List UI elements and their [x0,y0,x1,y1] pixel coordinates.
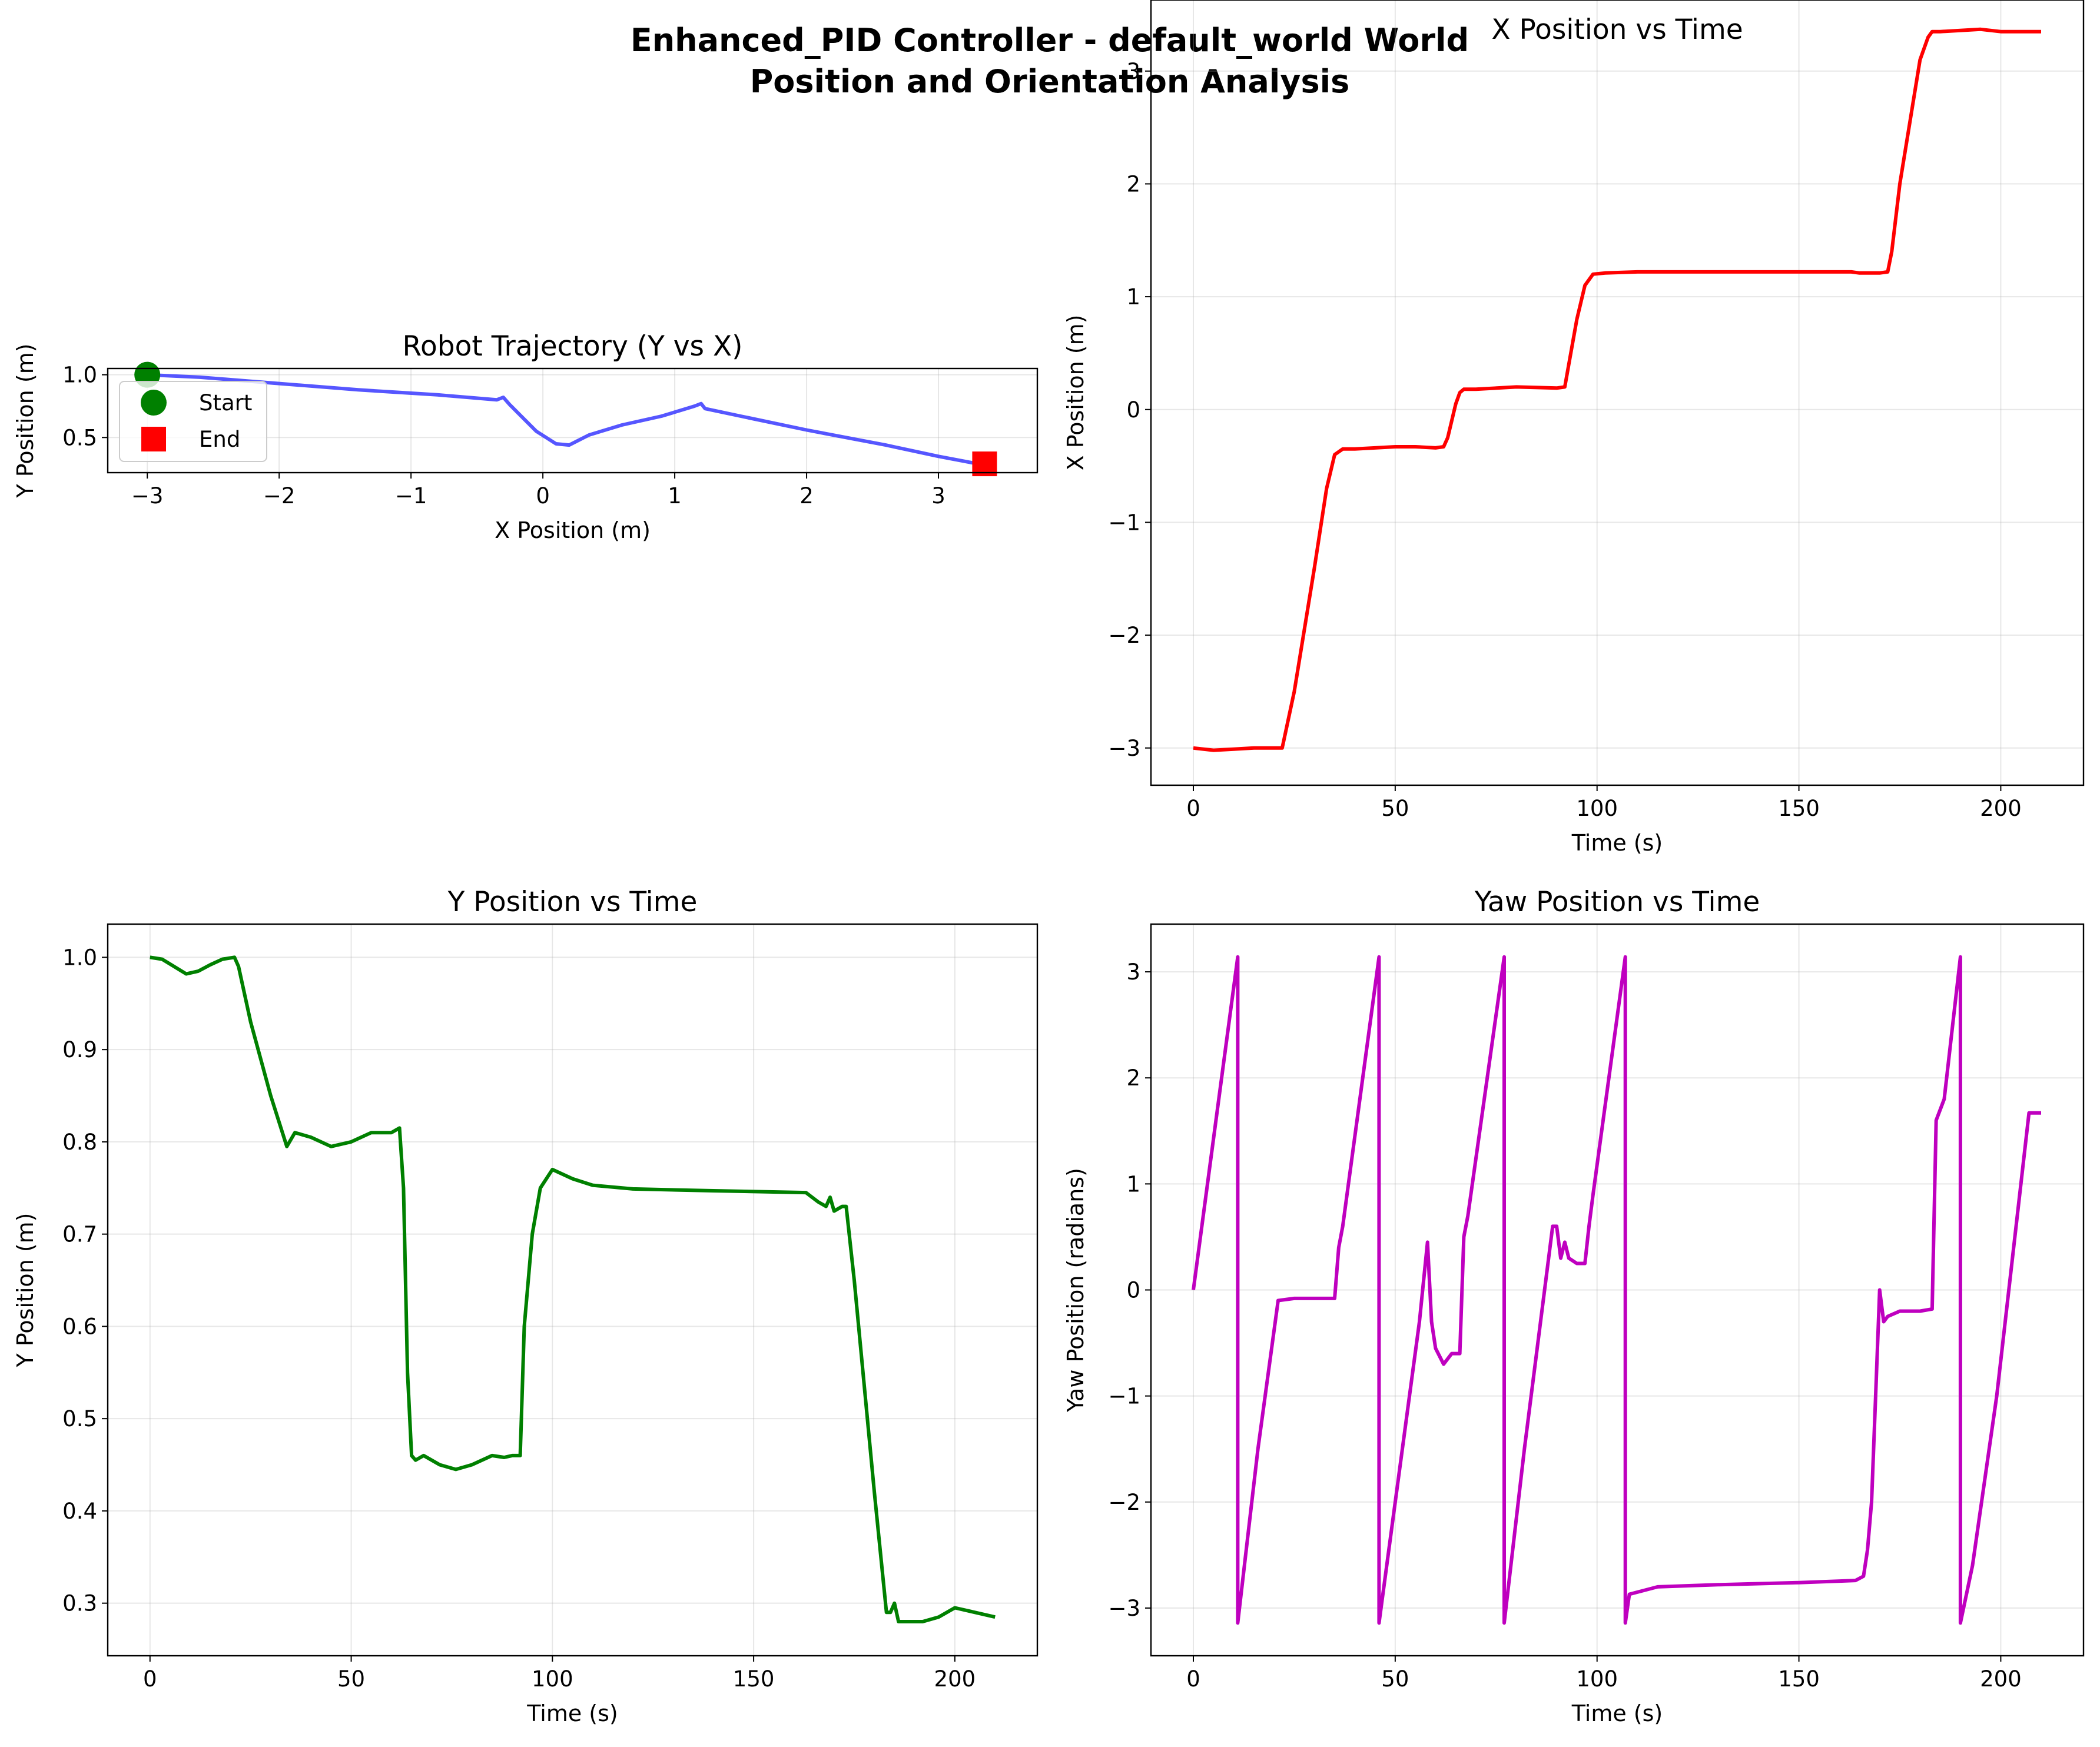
y-tick-label: 0.3 [62,1591,97,1616]
x-tick-label: 2 [799,483,814,509]
y-axis-label: Y Position (m) [12,1213,38,1368]
legend-marker-start [141,390,167,416]
panel-trajectory: −3 −2 −1 0 1 2 3 0.5 1.0 Start End Robot Trajectory… [12,330,1039,543]
x-tick-label: 200 [1980,796,2022,821]
x-tick-label: −2 [263,483,296,509]
x-tick-label: 150 [733,1666,775,1692]
x-tick-label: 0 [1186,796,1200,821]
y-tick-label: 1 [1126,1171,1140,1197]
x-tick-label: 0 [536,483,550,509]
panel-y_vs_time: 0 50 100 150 200 0.3 0.4 0.5 0.6 0.7 0.8 0.9 1.0 Y Po… [12,886,1039,1726]
y-tick-label: −3 [1108,736,1140,761]
y-tick-label: 0.5 [62,1406,97,1432]
y-axis-label: Yaw Position (radians) [1063,1168,1089,1413]
legend-label-start: Start [199,390,252,416]
panel-yaw_vs_time: 0 50 100 150 200 −3 −2 −1 0 1 2 3 Yaw Position vs Ti… [1063,886,2085,1726]
axes-frame [107,367,1039,474]
panel-title: Yaw Position vs Time [1474,886,1760,918]
y-tick-label: 0.9 [62,1037,97,1062]
y-tick-label: 1.0 [62,363,97,388]
panel-x_vs_time: 0 50 100 150 200 −3 −2 −1 0 1 2 3 X Position vs Time… [1063,0,2085,856]
series-line-yaw_vs_time [1192,955,2041,1625]
y-tick-label: −3 [1108,1596,1140,1621]
panel-title: Robot Trajectory (Y vs X) [402,330,742,363]
x-tick-label: 150 [1778,796,1820,821]
y-tick-label: −1 [1108,510,1140,535]
legend: Start End [119,381,267,462]
x-tick-label: 50 [1381,1666,1409,1692]
x-axis-label: Time (s) [1571,830,1663,856]
y-axis-label: X Position (m) [1063,315,1089,471]
axes-frame [1150,0,2085,786]
legend-marker-end [141,427,166,451]
panel-title: X Position vs Time [1491,14,1743,46]
x-axis-label: Time (s) [526,1700,618,1726]
axes-frame [1150,923,2085,1657]
figure-title-line1: Enhanced_PID Controller - default_world … [631,22,1469,59]
x-tick-label: 200 [934,1666,976,1692]
y-tick-label: 0.6 [62,1314,97,1339]
series-line-trajectory [147,373,985,467]
y-tick-label: −2 [1108,1490,1140,1515]
y-tick-label: 3 [1126,959,1140,985]
x-axis-label: X Position (m) [495,517,651,543]
x-tick-label: 3 [931,483,946,509]
y-tick-label: 2 [1126,1065,1140,1091]
y-tick-label: 2 [1126,171,1140,197]
x-tick-label: 100 [532,1666,573,1692]
y-axis-label: Y Position (m) [12,344,38,499]
y-tick-label: 0.8 [62,1130,97,1155]
y-tick-label: −2 [1108,623,1140,648]
y-tick-label: 0.7 [62,1222,97,1247]
x-tick-label: 0 [1186,1666,1200,1692]
x-axis-label: Time (s) [1571,1700,1663,1726]
x-tick-label: 100 [1576,796,1618,821]
x-tick-label: 0 [143,1666,157,1692]
y-tick-label: 1.0 [62,945,97,970]
x-tick-label: 50 [337,1666,365,1692]
panel-title: Y Position vs Time [447,886,698,918]
axes-frame [107,923,1039,1657]
y-tick-label: −1 [1108,1384,1140,1409]
x-tick-label: −1 [395,483,427,509]
series-line-x_vs_time [1193,27,2041,752]
x-tick-label: 50 [1381,796,1409,821]
x-tick-label: 100 [1576,1666,1618,1692]
series-line-y_vs_time [150,955,996,1623]
y-tick-label: 0.5 [62,425,97,450]
x-tick-label: 200 [1980,1666,2022,1692]
y-tick-label: 0 [1126,1278,1140,1303]
y-tick-label: 0.4 [62,1499,97,1524]
y-tick-label: 3 [1126,59,1140,84]
y-tick-label: 1 [1126,284,1140,310]
x-tick-label: 150 [1778,1666,1820,1692]
x-tick-label: −3 [131,483,164,509]
y-tick-label: 0 [1126,397,1140,423]
legend-label-end: End [199,427,240,452]
figure-title-line2: Position and Orientation Analysis [750,63,1350,100]
x-tick-label: 1 [668,483,682,509]
